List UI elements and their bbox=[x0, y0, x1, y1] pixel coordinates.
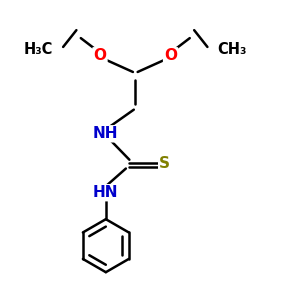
Text: H₃C: H₃C bbox=[23, 42, 53, 57]
Text: O: O bbox=[164, 48, 177, 63]
Text: HN: HN bbox=[93, 185, 118, 200]
Text: CH₃: CH₃ bbox=[218, 42, 247, 57]
Text: NH: NH bbox=[93, 126, 118, 141]
Text: S: S bbox=[159, 156, 170, 171]
Text: O: O bbox=[93, 48, 106, 63]
